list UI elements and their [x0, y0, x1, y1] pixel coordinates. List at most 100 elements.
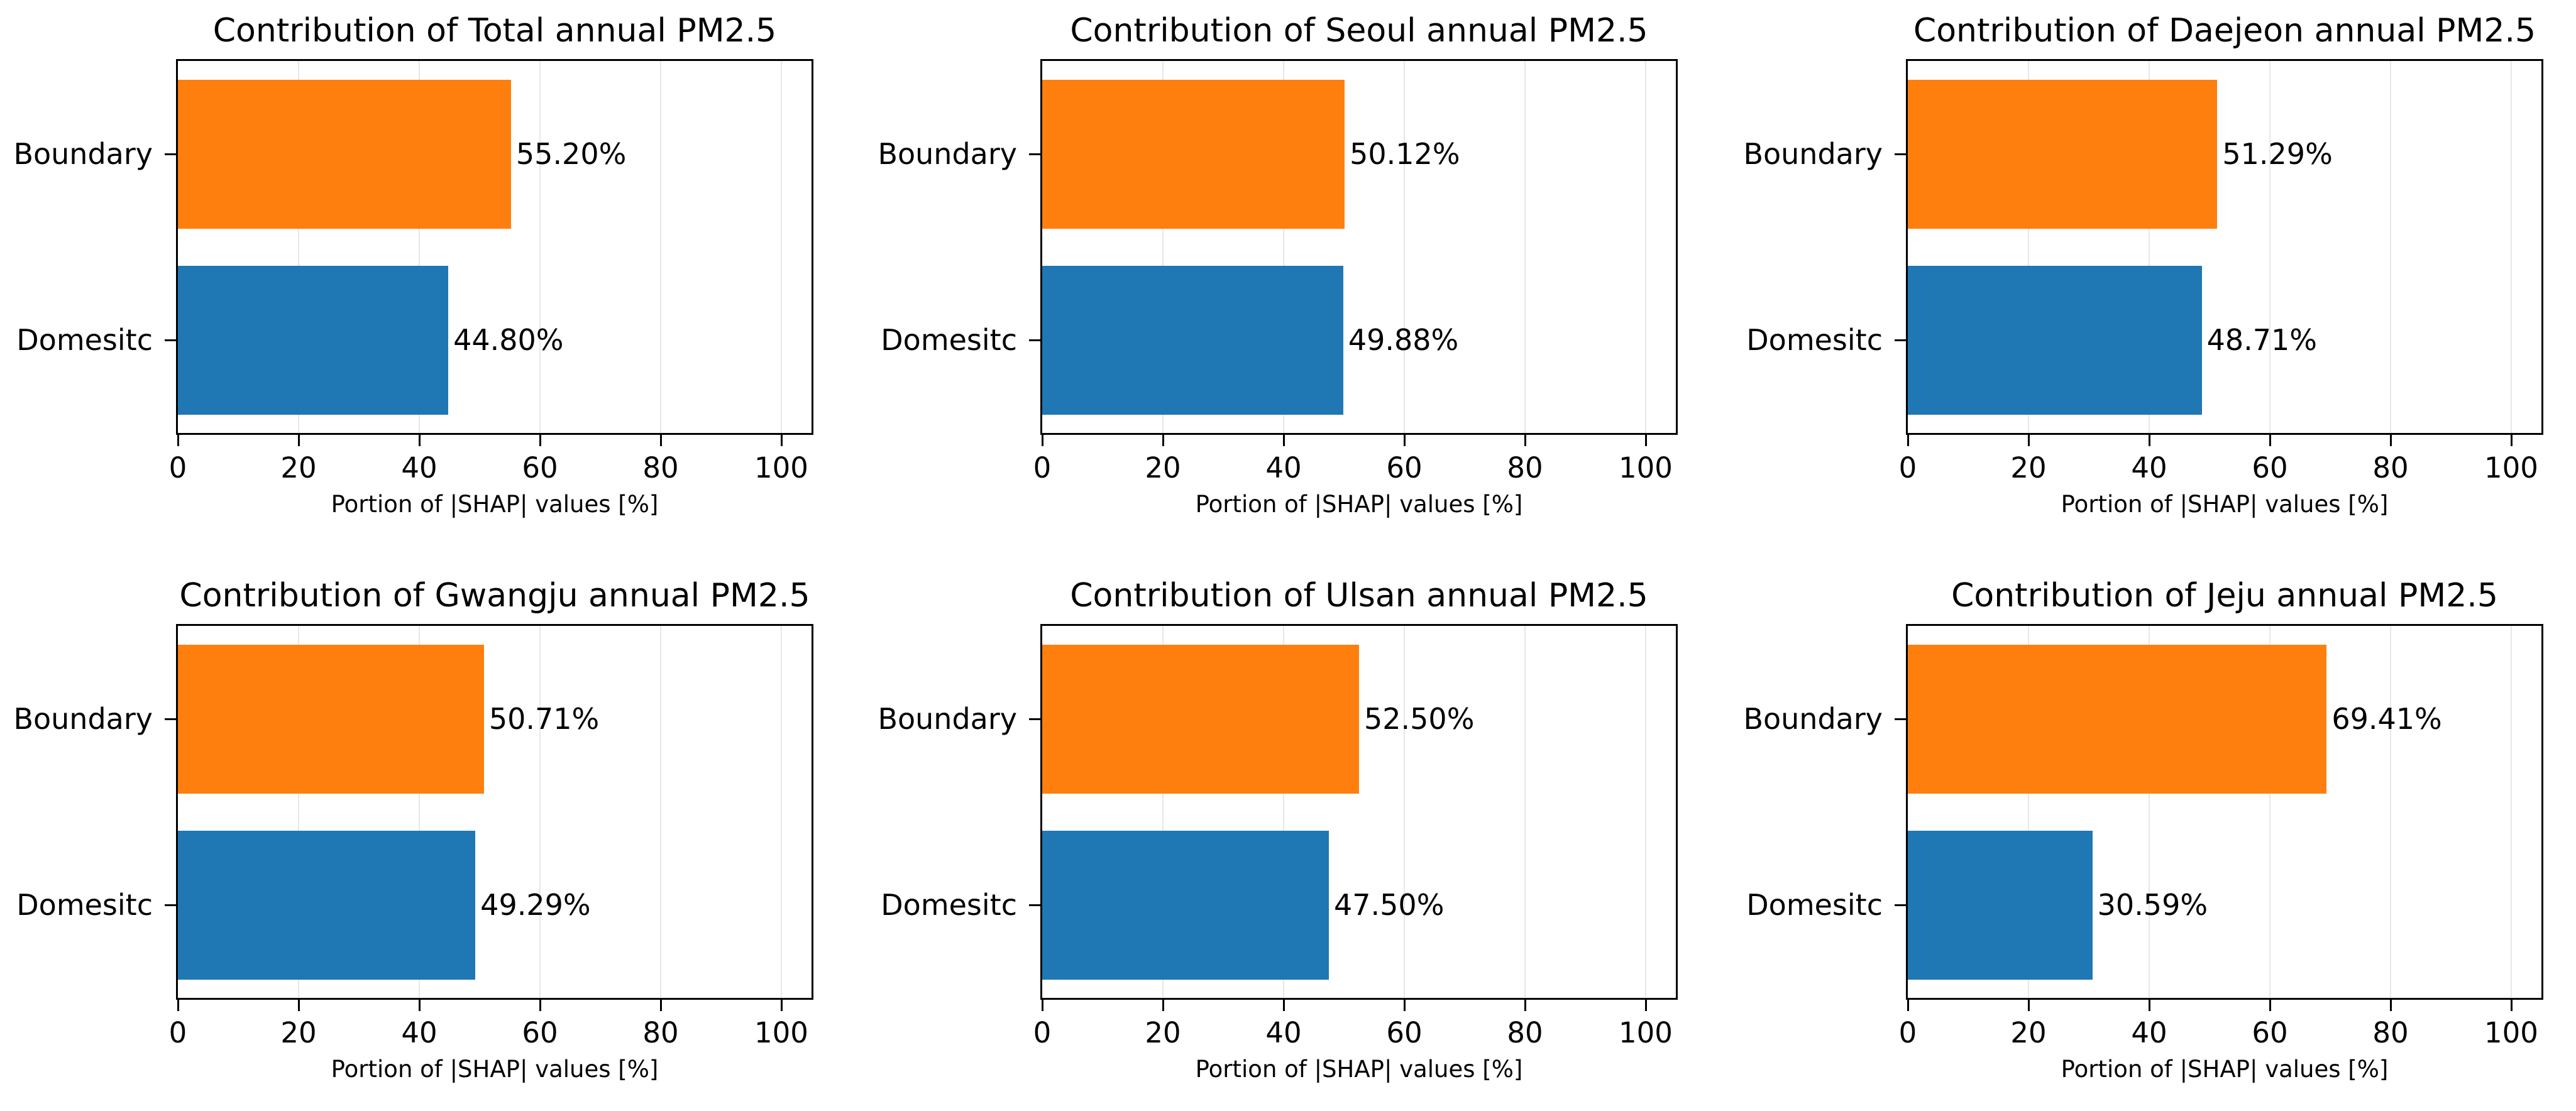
x-tick-label: 40 — [2131, 1016, 2167, 1049]
x-tick-mark — [1907, 435, 1909, 446]
x-tick-mark — [1162, 435, 1164, 446]
x-tick-label: 20 — [1145, 1016, 1181, 1049]
bar-value-label: 49.29% — [480, 888, 591, 922]
x-tick-mark — [2148, 1000, 2150, 1011]
plot-area: Contribution of Jeju annual PM2.5 69.41% B… — [1743, 577, 2541, 1083]
y-tick-mark — [1895, 339, 1906, 341]
y-tick-mark — [1029, 718, 1040, 720]
x-tick-mark — [2389, 435, 2392, 446]
gridline — [539, 61, 541, 433]
bar-value-label: 51.29% — [2222, 137, 2333, 171]
x-axis-label: Portion of |SHAP| values [%] — [2061, 1056, 2389, 1083]
gridline — [2028, 61, 2029, 433]
y-tick-mark — [165, 904, 176, 906]
x-tick-label: 60 — [1386, 1016, 1423, 1049]
x-tick-mark — [297, 1000, 300, 1011]
y-tick-mark — [165, 153, 176, 155]
y-tick-label: Boundary — [1743, 137, 1883, 171]
x-tick-mark — [659, 435, 662, 446]
gridline — [539, 626, 541, 998]
bar-domesitc — [178, 831, 476, 980]
x-tick-label: 80 — [642, 1016, 679, 1049]
y-tick-label: Boundary — [13, 702, 153, 736]
y-tick-label: Boundary — [878, 137, 1017, 171]
gridline — [1524, 626, 1526, 998]
bar-value-label: 30.59% — [2097, 888, 2208, 922]
x-tick-label: 40 — [2131, 451, 2167, 484]
x-tick-label: 60 — [1386, 451, 1423, 484]
bar-boundary — [178, 80, 511, 229]
subplot-title: Contribution of Total annual PM2.5 — [212, 12, 777, 50]
x-tick-mark — [1644, 1000, 1647, 1011]
gridline — [2149, 626, 2150, 998]
gridline — [2511, 626, 2512, 998]
x-tick-mark — [2269, 1000, 2271, 1011]
y-tick-label: Domesitc — [16, 323, 153, 357]
x-axis-label: Portion of |SHAP| values [%] — [1195, 491, 1523, 518]
bar-value-label: 47.50% — [1334, 888, 1445, 922]
bar-domesitc — [1042, 266, 1343, 415]
x-tick-mark — [297, 435, 300, 446]
bar-value-label: 69.41% — [2331, 702, 2442, 736]
x-tick-label: 20 — [280, 451, 317, 484]
x-tick-mark — [2027, 1000, 2030, 1011]
x-tick-mark — [2269, 435, 2271, 446]
bar-value-label: 48.71% — [2206, 323, 2318, 357]
bar-boundary — [1042, 645, 1359, 794]
x-tick-label: 60 — [2252, 1016, 2288, 1049]
subplot-axes: Contribution of Seoul annual PM2.5 50.12%… — [878, 12, 1678, 518]
x-tick-mark — [1282, 1000, 1285, 1011]
y-tick-mark — [1029, 153, 1040, 155]
bar-value-label: 44.80% — [453, 323, 564, 357]
x-tick-mark — [418, 435, 421, 446]
x-tick-label: 80 — [2372, 451, 2409, 484]
x-tick-label: 40 — [401, 451, 438, 484]
gridline — [2390, 61, 2391, 433]
subplot-title: Contribution of Daejeon annual PM2.5 — [1913, 12, 2536, 50]
x-tick-label: 20 — [2010, 1016, 2047, 1049]
gridline — [660, 626, 661, 998]
bar-boundary — [1908, 80, 2218, 229]
x-tick-label: 0 — [1033, 451, 1052, 484]
x-tick-mark — [539, 1000, 541, 1011]
bar-boundary — [1908, 645, 2327, 794]
x-tick-label: 60 — [522, 451, 558, 484]
subplot-title: Contribution of Seoul annual PM2.5 — [1070, 12, 1648, 50]
x-tick-label: 100 — [1619, 451, 1673, 484]
bar-domesitc — [1042, 831, 1329, 980]
bar-value-label: 52.50% — [1364, 702, 1475, 736]
x-axis-label: Portion of |SHAP| values [%] — [2061, 491, 2389, 518]
x-tick-mark — [539, 435, 541, 446]
gridline — [660, 61, 661, 433]
x-tick-mark — [1162, 1000, 1164, 1011]
x-tick-mark — [2027, 435, 2030, 446]
gridline — [1283, 61, 1284, 433]
bar-value-label: 50.12% — [1350, 137, 1460, 171]
bar-value-label: 50.71% — [488, 702, 600, 736]
x-tick-mark — [1524, 1000, 1526, 1011]
x-tick-mark — [2510, 1000, 2513, 1011]
x-tick-mark — [177, 435, 179, 446]
bar-boundary — [178, 645, 484, 794]
x-tick-mark — [1403, 1000, 1406, 1011]
x-tick-label: 80 — [1507, 1016, 1543, 1049]
gridline — [1645, 61, 1646, 433]
gridline — [781, 61, 782, 433]
gridline — [781, 626, 782, 998]
subplot-title: Contribution of Jeju annual PM2.5 — [1951, 577, 2498, 615]
x-axis-label: Portion of |SHAP| values [%] — [1195, 1056, 1523, 1083]
subplot-axes: Contribution of Gwangju annual PM2.5 50.7… — [13, 577, 813, 1083]
subplot-axes: Contribution of Daejeon annual PM2.5 51.2… — [1743, 12, 2543, 518]
x-tick-mark — [1907, 1000, 1909, 1011]
x-tick-label: 0 — [1033, 1016, 1052, 1049]
x-tick-mark — [1644, 435, 1647, 446]
gridline — [419, 626, 420, 998]
subplot-title: Contribution of Gwangju annual PM2.5 — [179, 577, 810, 615]
x-tick-mark — [177, 1000, 179, 1011]
y-tick-label: Domesitc — [881, 323, 1017, 357]
gridline — [2390, 626, 2391, 998]
plot-area: Contribution of Gwangju annual PM2.5 50.7… — [13, 577, 812, 1083]
y-tick-mark — [1895, 904, 1906, 906]
x-tick-mark — [1282, 435, 1285, 446]
